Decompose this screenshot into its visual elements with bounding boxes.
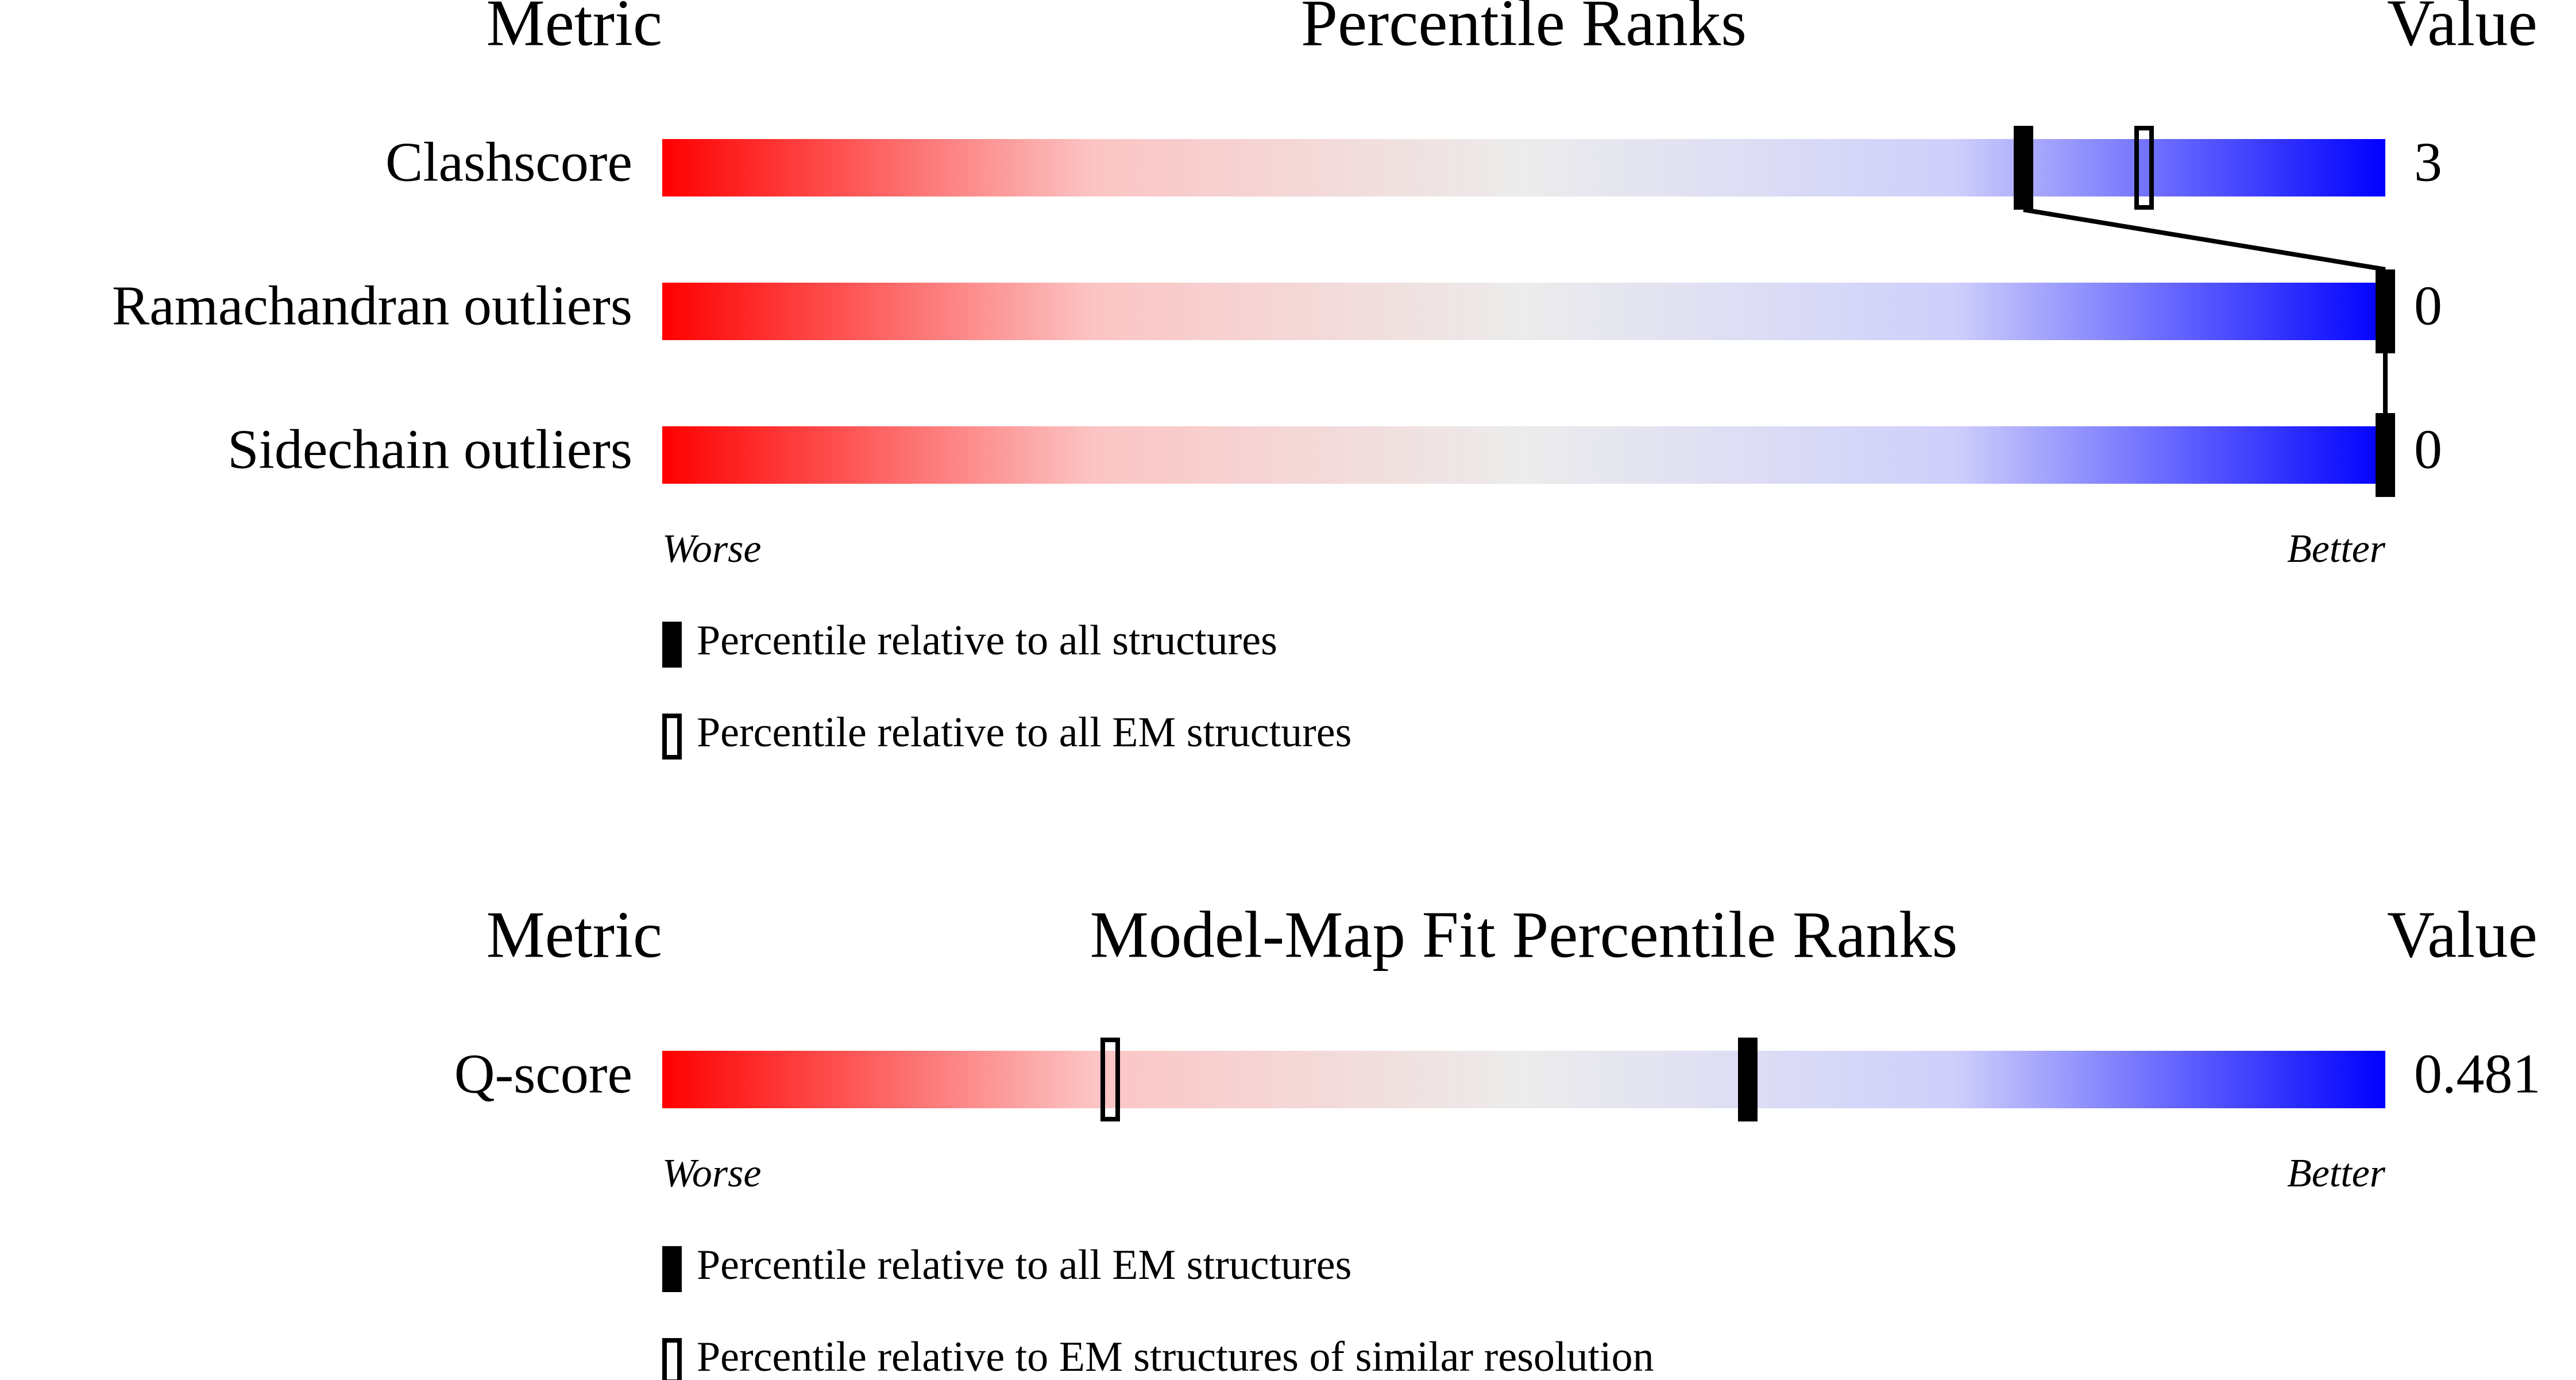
metric-name: Q-score: [454, 1043, 632, 1105]
metric-name: Sidechain outliers: [227, 418, 632, 480]
percentile-marker: [1738, 1038, 1758, 1121]
legend-label: Percentile relative to EM structures of …: [697, 1333, 1654, 1380]
better-label: Better: [2287, 1151, 2386, 1196]
legend-label: Percentile relative to all EM structures: [697, 1242, 1351, 1289]
metric-value: 0: [2414, 418, 2442, 480]
value-header: Value: [2387, 0, 2538, 59]
metric-name: Ramachandran outliers: [112, 275, 632, 337]
panel-title: Percentile Ranks: [1301, 0, 1747, 59]
panel-title: Model-Map Fit Percentile Ranks: [1090, 898, 1958, 971]
metric-header: Metric: [486, 898, 662, 971]
percentile-marker-open: [2134, 126, 2154, 210]
metric-value: 0.481: [2414, 1043, 2541, 1105]
worse-label: Worse: [662, 527, 761, 571]
legend-label: Percentile relative to all structures: [697, 617, 1277, 664]
worse-label: Worse: [662, 1151, 761, 1196]
legend-swatch: [662, 622, 682, 668]
percentile-bar: [662, 283, 2385, 340]
metric-value: 3: [2414, 131, 2442, 193]
percentile-marker: [2376, 413, 2395, 497]
better-label: Better: [2287, 527, 2386, 571]
legend-swatch-open: [662, 714, 682, 760]
percentile-bar: [662, 426, 2385, 484]
percentile-marker: [2376, 269, 2395, 353]
metric-value: 0: [2414, 275, 2442, 337]
metric-header: Metric: [486, 0, 662, 59]
legend-swatch: [662, 1246, 682, 1292]
percentile-marker-open: [1100, 1038, 1120, 1121]
percentile-bar: [662, 1051, 2385, 1108]
legend-label: Percentile relative to all EM structures: [697, 709, 1351, 756]
percentile-bar: [662, 139, 2385, 196]
metric-name: Clashscore: [385, 131, 632, 193]
value-header: Value: [2387, 898, 2538, 971]
percentile-marker: [2014, 126, 2033, 210]
legend-swatch-open: [662, 1338, 682, 1380]
connector: [2023, 207, 2386, 272]
